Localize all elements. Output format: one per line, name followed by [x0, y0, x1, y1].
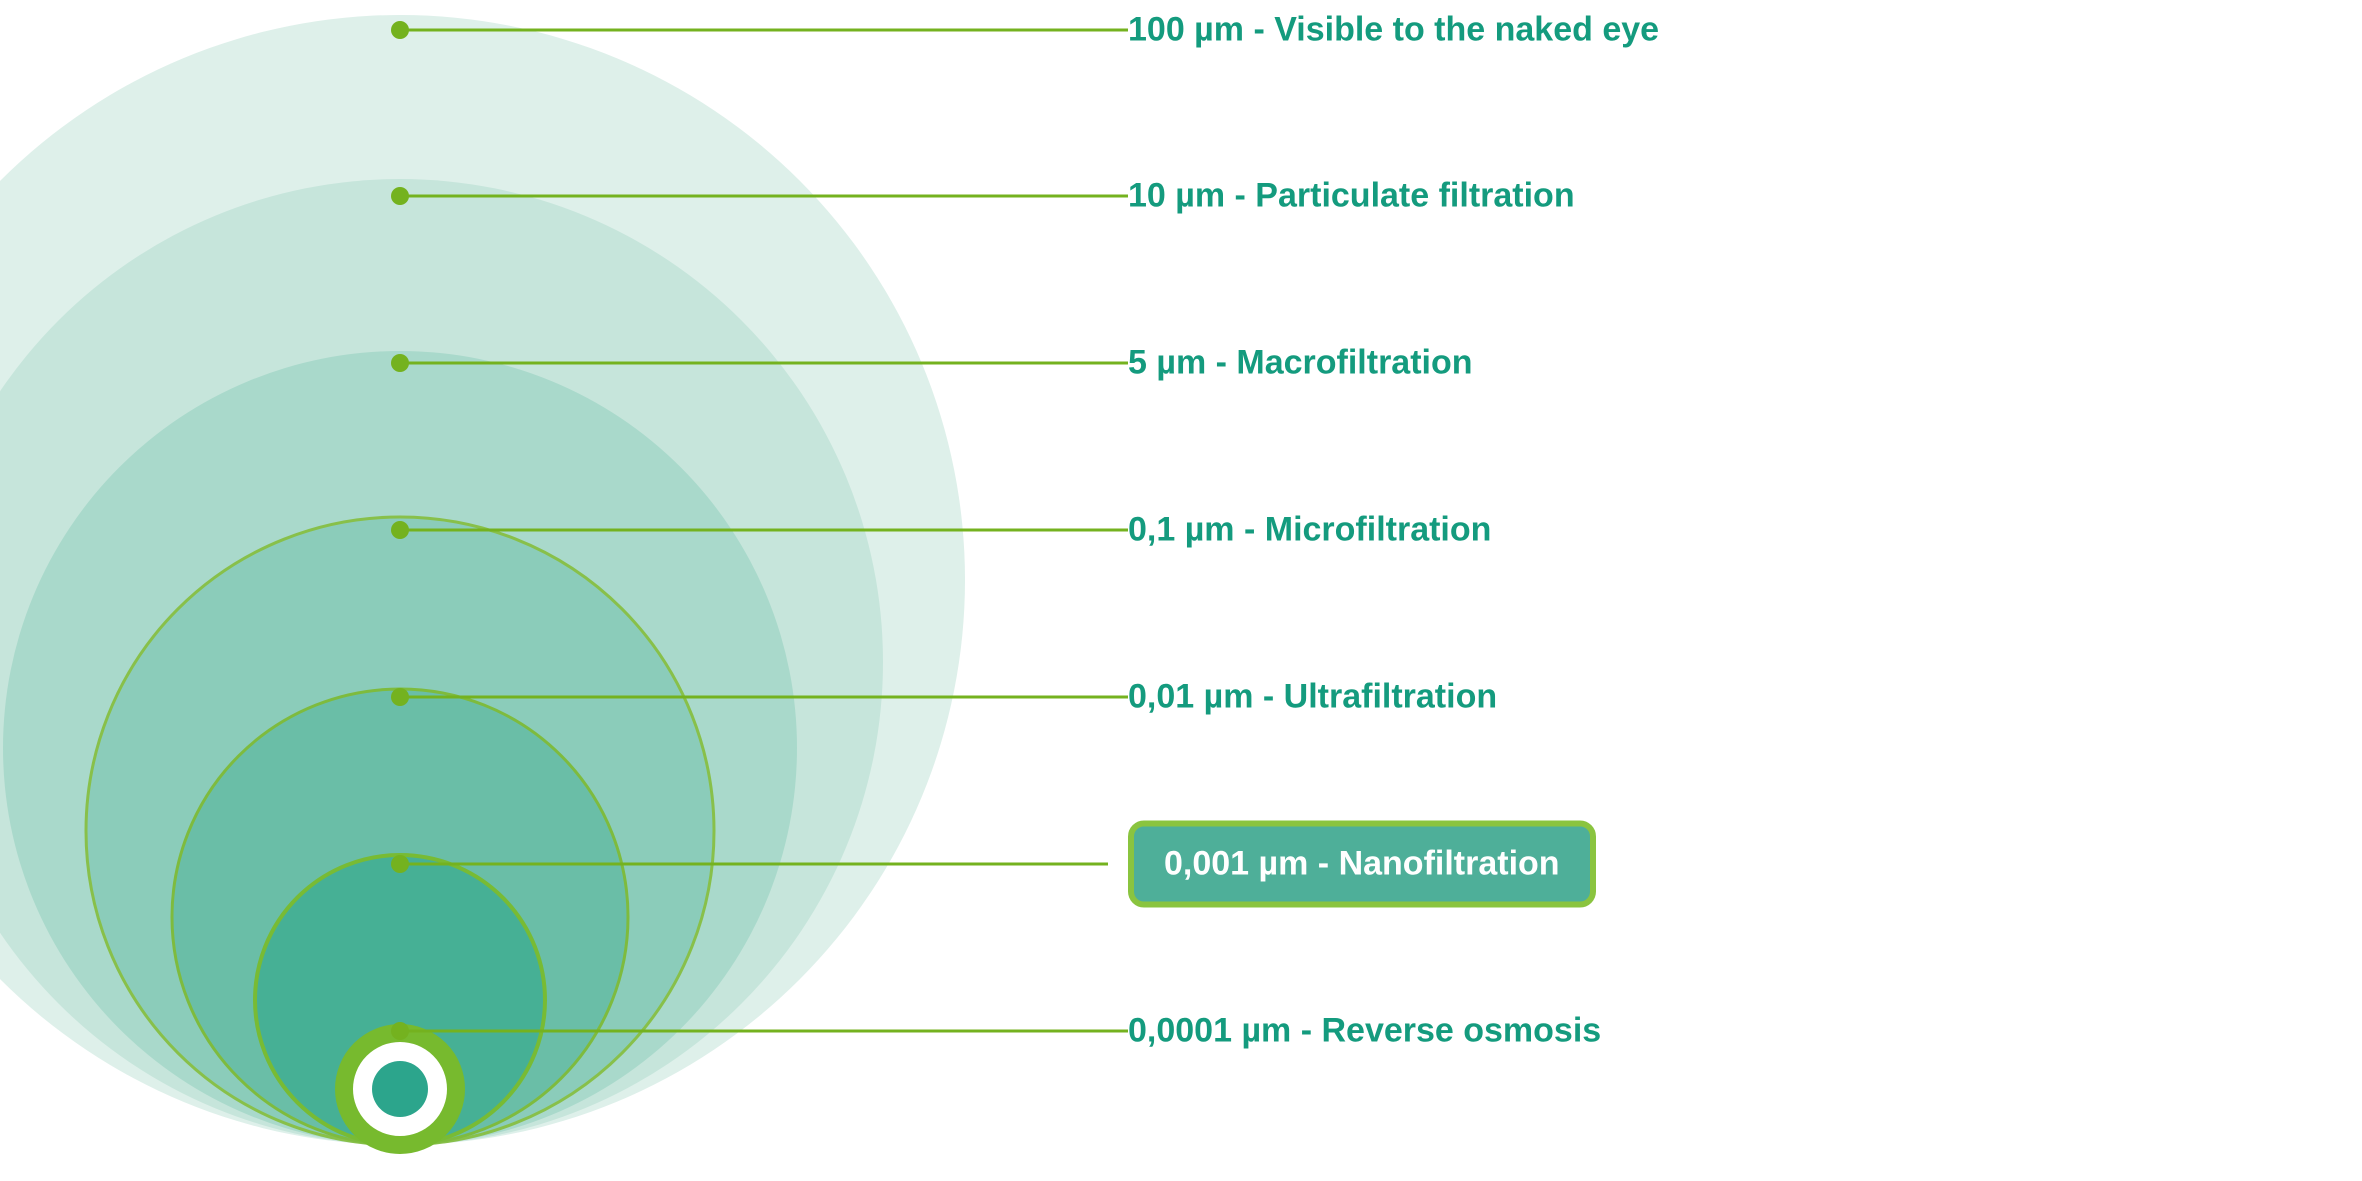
leader-dot-0	[391, 21, 409, 39]
level-label-0: 100 µm - Visible to the naked eye	[1128, 11, 1659, 50]
level-label-4: 0,01 µm - Ultrafiltration	[1128, 678, 1497, 717]
level-label-2: 5 µm - Macrofiltration	[1128, 344, 1473, 383]
circle-level-6-inner	[372, 1061, 428, 1117]
leader-dot-6	[391, 1022, 409, 1040]
level-label-1: 10 µm - Particulate filtration	[1128, 177, 1575, 216]
level-label-3: 0,1 µm - Microfiltration	[1128, 511, 1491, 550]
leader-dot-1	[391, 187, 409, 205]
level-label-6: 0,0001 µm - Reverse osmosis	[1128, 1012, 1601, 1051]
leader-dot-4	[391, 688, 409, 706]
leader-dot-5	[391, 855, 409, 873]
level-label-5: 0,001 µm - Nanofiltration	[1128, 821, 1596, 908]
filtration-diagram: 100 µm - Visible to the naked eye 10 µm -…	[0, 0, 2362, 1181]
leader-dot-3	[391, 521, 409, 539]
leader-dot-2	[391, 354, 409, 372]
